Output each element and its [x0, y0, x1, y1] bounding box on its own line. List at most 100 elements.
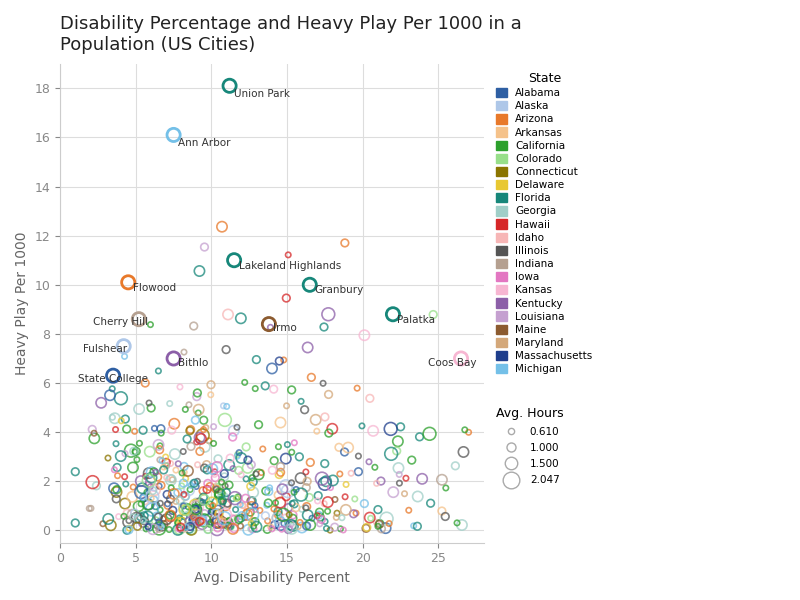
- Point: [184, 425, 197, 434]
- Point: [165, 483, 178, 493]
- Point: [190, 392, 203, 401]
- Point: [262, 487, 275, 496]
- Point: [155, 428, 168, 438]
- Point: [126, 463, 139, 472]
- Point: [282, 503, 295, 512]
- Point: [178, 503, 190, 512]
- Point: [361, 523, 374, 532]
- Point: [292, 522, 305, 532]
- Point: [156, 522, 169, 532]
- Point: [206, 501, 219, 511]
- Point: [212, 509, 225, 518]
- Point: [129, 447, 142, 457]
- Point: [312, 491, 325, 500]
- Point: [240, 507, 253, 517]
- Point: [435, 475, 448, 485]
- Point: [102, 514, 114, 524]
- Point: [310, 511, 323, 520]
- Point: [313, 508, 326, 517]
- Point: [202, 524, 214, 534]
- Point: [154, 445, 166, 455]
- Point: [189, 518, 202, 527]
- Point: [201, 465, 214, 475]
- Point: [218, 472, 231, 482]
- Point: [402, 505, 415, 515]
- Point: [288, 487, 301, 497]
- Point: [220, 499, 233, 509]
- Point: [234, 514, 247, 523]
- Point: [334, 469, 346, 479]
- Text: Bithlo: Bithlo: [178, 358, 208, 368]
- Point: [280, 293, 293, 303]
- Point: [271, 507, 284, 517]
- Point: [358, 499, 370, 508]
- Point: [285, 520, 298, 530]
- Point: [279, 481, 292, 491]
- Point: [154, 481, 167, 490]
- Point: [322, 389, 335, 399]
- Point: [190, 499, 202, 509]
- Point: [223, 515, 236, 525]
- Point: [455, 520, 468, 530]
- Point: [234, 521, 247, 531]
- Point: [411, 491, 424, 501]
- Point: [300, 521, 313, 531]
- Point: [210, 518, 223, 528]
- Point: [266, 364, 278, 373]
- Point: [394, 422, 407, 431]
- Point: [122, 516, 135, 526]
- Point: [294, 397, 307, 406]
- Point: [347, 509, 360, 518]
- Point: [157, 514, 170, 524]
- Point: [209, 508, 222, 518]
- Point: [304, 458, 317, 467]
- Point: [153, 523, 166, 532]
- Point: [177, 501, 190, 511]
- Point: [166, 425, 178, 435]
- Point: [196, 497, 209, 507]
- Point: [134, 513, 146, 523]
- Point: [220, 401, 233, 411]
- Point: [195, 516, 208, 526]
- Point: [229, 505, 242, 514]
- Point: [185, 442, 198, 451]
- Point: [211, 523, 224, 533]
- Point: [349, 494, 362, 504]
- Point: [262, 498, 274, 508]
- Point: [162, 525, 175, 535]
- Point: [170, 497, 182, 506]
- Point: [457, 447, 470, 457]
- Point: [233, 515, 246, 524]
- Point: [69, 467, 82, 476]
- Point: [142, 480, 155, 490]
- Point: [212, 516, 225, 526]
- Point: [259, 511, 272, 521]
- Point: [190, 482, 202, 491]
- Point: [166, 506, 179, 515]
- Point: [227, 426, 240, 436]
- Point: [224, 454, 237, 463]
- Point: [362, 457, 375, 467]
- Point: [164, 511, 177, 520]
- Point: [385, 449, 398, 458]
- Point: [210, 514, 222, 523]
- Point: [293, 452, 306, 461]
- Point: [324, 526, 337, 535]
- Point: [227, 524, 240, 533]
- Text: Ann Arbor: Ann Arbor: [178, 138, 230, 148]
- Point: [164, 510, 177, 520]
- Point: [145, 473, 158, 482]
- Point: [118, 449, 131, 458]
- Point: [274, 418, 287, 427]
- Point: [190, 505, 202, 514]
- Point: [202, 524, 214, 534]
- Point: [244, 524, 257, 534]
- Point: [187, 321, 200, 331]
- Point: [187, 512, 200, 522]
- Text: Fulshear: Fulshear: [83, 344, 127, 355]
- Point: [144, 482, 157, 491]
- Point: [191, 505, 204, 514]
- Point: [416, 474, 429, 484]
- Point: [154, 441, 166, 451]
- Point: [126, 482, 139, 492]
